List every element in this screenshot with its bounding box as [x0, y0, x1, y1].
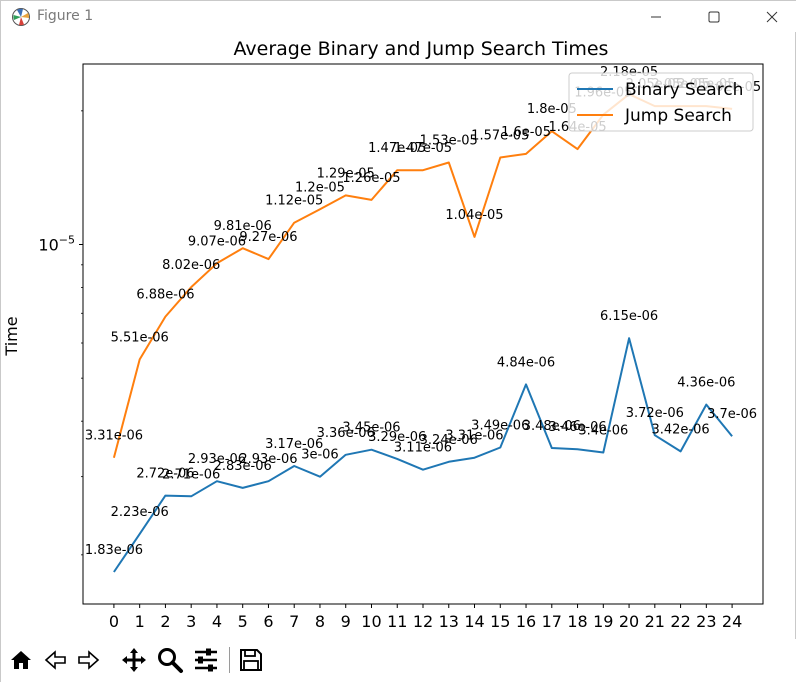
- legend: Binary Search Jump Search: [568, 72, 754, 132]
- x-tick-label: 5: [238, 612, 248, 631]
- data-label: 1.57e-05: [471, 129, 529, 144]
- data-label: 1.83e-06: [85, 543, 143, 558]
- series-line-binary-search: [113, 337, 733, 573]
- x-tick-label: 16: [516, 612, 536, 631]
- x-tick-label: 6: [263, 612, 273, 631]
- data-label: 3.46e-06: [548, 420, 606, 435]
- x-tick-label: 22: [670, 612, 690, 631]
- x-tick-label: 23: [696, 612, 716, 631]
- matplotlib-logo-icon: [11, 7, 31, 27]
- data-label: 3.11e-06: [394, 441, 452, 456]
- data-label: 2.93e-06: [239, 452, 297, 467]
- data-label: 3.45e-06: [342, 421, 400, 436]
- data-label: 6.15e-06: [600, 309, 658, 324]
- x-tick-label: 1: [135, 612, 145, 631]
- data-label: 1.26e-05: [342, 171, 400, 186]
- x-tick-label: 2: [160, 612, 170, 631]
- x-tick-label: 18: [567, 612, 587, 631]
- x-tick-label: 15: [490, 612, 510, 631]
- maximize-button[interactable]: [685, 1, 743, 32]
- data-label: 3.36e-06: [317, 426, 375, 441]
- data-label: 1.6e-05: [501, 125, 551, 140]
- data-label: 1.2e-05: [295, 180, 345, 195]
- x-tick-label: 8: [315, 612, 325, 631]
- data-label: 3e-06: [301, 448, 339, 463]
- minimize-button[interactable]: [627, 1, 685, 32]
- data-label: 1.12e-05: [265, 194, 323, 209]
- x-tick-label: 21: [645, 612, 665, 631]
- back-arrow-icon[interactable]: [41, 645, 71, 675]
- data-label: 3.49e-06: [471, 418, 529, 433]
- x-tick-label: 24: [722, 612, 742, 631]
- chart[interactable]: Average Binary and Jump Search Times Tim…: [1, 32, 796, 638]
- navigation-toolbar: [1, 639, 796, 683]
- configure-subplots-icon[interactable]: [191, 645, 221, 675]
- data-label: 3.24e-06: [420, 433, 478, 448]
- window-title: Figure 1: [37, 8, 94, 24]
- data-label: 8.02e-06: [162, 258, 220, 273]
- data-label: 6.88e-06: [136, 288, 194, 303]
- data-label: 1.53e-05: [420, 134, 478, 149]
- x-tick-label: 20: [619, 612, 639, 631]
- x-tick-label: 4: [212, 612, 222, 631]
- data-label: 5.51e-06: [111, 330, 169, 345]
- data-label: 3.4e-06: [578, 424, 628, 439]
- x-tick-label: 11: [387, 612, 407, 631]
- toolbar-separator: [229, 647, 230, 673]
- data-label: 3.31e-06: [85, 429, 143, 444]
- pan-icon[interactable]: [119, 645, 149, 675]
- forward-arrow-icon[interactable]: [73, 645, 103, 675]
- data-label: 3.31e-06: [445, 429, 503, 444]
- data-label: 3.48e-06: [523, 419, 581, 434]
- data-label: 1.47e-05: [368, 141, 426, 156]
- data-label: 2.71e-06: [162, 467, 220, 482]
- legend-label-jump-search: Jump Search: [624, 106, 732, 126]
- close-button[interactable]: [743, 1, 796, 32]
- data-label: 4.36e-06: [677, 376, 735, 391]
- figure-canvas[interactable]: Average Binary and Jump Search Times Tim…: [1, 32, 796, 638]
- x-tick-label: 17: [542, 612, 562, 631]
- data-label: 3.72e-06: [626, 406, 684, 421]
- x-tick-label: 12: [413, 612, 433, 631]
- y-tick-label: 10−5: [38, 234, 75, 255]
- home-icon[interactable]: [6, 645, 36, 675]
- x-tick-label: 3: [186, 612, 196, 631]
- save-icon[interactable]: [236, 645, 266, 675]
- data-label: 2.93e-06: [188, 452, 246, 467]
- data-label: 9.27e-06: [239, 230, 297, 245]
- x-tick-label: 13: [439, 612, 459, 631]
- data-label: 3.17e-06: [265, 437, 323, 452]
- title-bar[interactable]: Figure 1: [1, 1, 796, 32]
- data-label: 3.7e-06: [707, 407, 757, 422]
- chart-title: Average Binary and Jump Search Times: [234, 38, 609, 60]
- data-label: 9.07e-06: [188, 234, 246, 249]
- x-tick-label: 10: [361, 612, 381, 631]
- data-label: 1.04e-05: [445, 208, 503, 223]
- x-tick-label: 7: [289, 612, 299, 631]
- data-label: 2.83e-06: [214, 459, 272, 474]
- data-label: 1.29e-05: [317, 166, 375, 181]
- x-tick-label: 0: [109, 612, 119, 631]
- data-label: 1.47e-05: [394, 141, 452, 156]
- x-tick-label: 19: [593, 612, 613, 631]
- data-label: 2.23e-06: [111, 505, 169, 520]
- data-label: 3.29e-06: [368, 430, 426, 445]
- legend-label-binary-search: Binary Search: [625, 80, 743, 100]
- legend-box: [568, 72, 754, 132]
- x-tick-label: 9: [341, 612, 351, 631]
- data-label: 4.84e-06: [497, 355, 555, 370]
- zoom-icon[interactable]: [155, 645, 185, 675]
- x-tick-label: 14: [464, 612, 484, 631]
- data-label: 1.8e-05: [527, 102, 577, 117]
- data-label: 9.81e-06: [214, 219, 272, 234]
- data-label: 3.42e-06: [651, 422, 709, 437]
- data-label: 2.72e-06: [136, 467, 194, 482]
- y-axis-label: Time: [2, 316, 21, 356]
